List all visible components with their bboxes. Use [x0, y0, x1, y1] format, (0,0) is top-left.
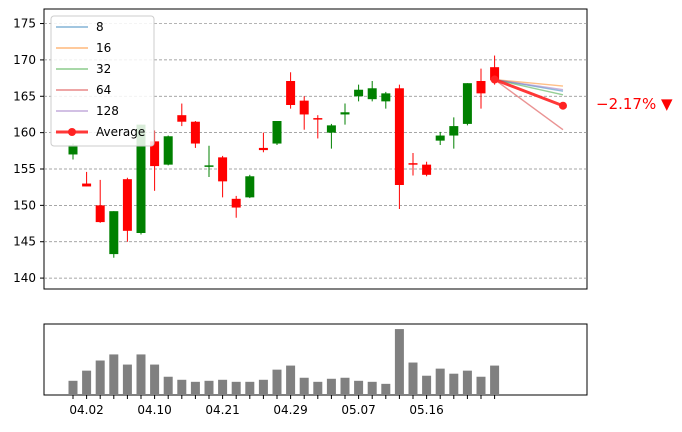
volume-bar: [272, 369, 282, 395]
y-tick-label: 175: [13, 17, 36, 31]
x-tick-label: 05.16: [409, 403, 443, 417]
volume-bar: [286, 365, 296, 395]
candle-body: [231, 198, 241, 208]
candle-body: [122, 179, 132, 231]
candle-body: [190, 121, 200, 144]
y-tick-label: 145: [13, 235, 36, 249]
legend-label: 64: [96, 83, 111, 97]
volume-bar: [68, 380, 78, 395]
candle-body: [245, 176, 255, 198]
forecast-line-average: [494, 78, 564, 108]
candle-body: [109, 211, 119, 255]
legend-label: 8: [96, 20, 104, 34]
candle-body: [462, 83, 472, 124]
candle-body: [272, 121, 282, 144]
x-tick-label: 04.10: [137, 403, 171, 417]
volume-bar: [367, 381, 377, 395]
candle-body: [177, 115, 187, 122]
candle-body: [218, 157, 228, 182]
candle-body: [422, 164, 432, 175]
candle-body: [408, 163, 418, 165]
y-tick-label: 160: [13, 126, 36, 140]
legend-label: 16: [96, 41, 111, 55]
y-tick-label: 165: [13, 89, 36, 103]
candle-body: [204, 165, 214, 167]
candle-body: [354, 89, 364, 97]
legend: 8 16 32 64 128 Average: [50, 15, 155, 147]
candle-body: [326, 125, 336, 133]
candle-body: [381, 93, 391, 102]
volume-bar: [190, 381, 200, 395]
volume-bar: [109, 354, 119, 395]
candle-body: [313, 118, 323, 120]
candle-body: [449, 126, 459, 136]
forecast-line-32: [494, 78, 564, 96]
forecast-layer: [490, 75, 567, 131]
candle-body: [163, 136, 173, 165]
legend-label: 32: [96, 62, 111, 76]
forecast-line-64: [494, 78, 564, 131]
volume-bar: [381, 383, 391, 395]
candle-body: [299, 100, 309, 115]
legend-marker: [68, 128, 76, 136]
volume-bar: [95, 360, 105, 395]
volume-bar: [326, 378, 336, 395]
x-tick-label: 05.07: [341, 403, 375, 417]
volume-bar: [435, 368, 445, 395]
volume-bar: [340, 377, 350, 395]
y-tick-label: 150: [13, 198, 36, 212]
volume-bar: [136, 354, 146, 395]
forecast-line-128: [494, 78, 564, 91]
candle-body: [258, 147, 268, 151]
main-plot-frame: [43, 8, 588, 290]
forecast-end-marker: [559, 101, 567, 110]
volume-bar: [204, 380, 214, 395]
y-tick-label: 155: [13, 162, 36, 176]
candle-body: [367, 88, 377, 100]
candle-body: [394, 88, 404, 185]
y-tick-label: 140: [13, 271, 36, 285]
volume-bar: [177, 379, 187, 395]
candle-body: [435, 135, 445, 141]
y-tick-label: 170: [13, 53, 36, 67]
volume-bar: [394, 329, 404, 395]
legend-label: Average: [96, 125, 145, 139]
candle-body: [476, 81, 486, 94]
volume-bar: [231, 381, 241, 395]
volume-bar: [408, 362, 418, 395]
volume-bar: [122, 364, 132, 395]
volume-bar: [163, 376, 173, 395]
forecast-start-marker: [490, 75, 499, 84]
change-label: −2.17% ▼: [596, 95, 673, 113]
volume-bar: [258, 379, 268, 395]
candle-body: [340, 112, 350, 115]
volume-bar: [313, 381, 323, 395]
volume-bar: [490, 365, 500, 395]
volume-bar: [354, 380, 364, 395]
volume-layer: 04.02 04.10 04.21 04.29 05.07 05.16: [68, 329, 500, 417]
volume-bar: [82, 370, 92, 395]
volume-bar: [476, 376, 486, 395]
volume-bar: [245, 381, 255, 395]
volume-bar: [299, 377, 309, 395]
candle-body: [136, 124, 146, 233]
candle-body: [150, 141, 160, 167]
candle-body: [95, 205, 105, 223]
x-tick-label: 04.29: [273, 403, 307, 417]
x-tick-label: 04.02: [69, 403, 103, 417]
candle-body: [68, 145, 78, 155]
legend-label: 128: [96, 104, 119, 118]
candle-body: [490, 67, 500, 81]
x-tick-label: 04.21: [205, 403, 239, 417]
volume-bar: [218, 379, 228, 395]
candle-body: [286, 81, 296, 105]
candle-body: [82, 183, 92, 187]
volume-bar: [150, 364, 160, 395]
volume-bar: [422, 375, 432, 395]
volume-bar: [449, 373, 459, 395]
volume-bar: [462, 370, 472, 395]
